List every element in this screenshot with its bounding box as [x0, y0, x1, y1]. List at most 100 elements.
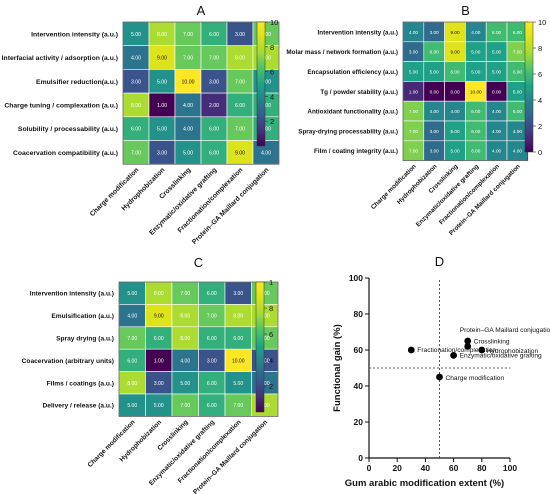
- x-tick-label: 40: [421, 463, 431, 473]
- cell-value-label: 7.00: [180, 291, 190, 297]
- cell-value-label: 6.00: [209, 150, 219, 156]
- cell-value-label: 8.00: [233, 314, 243, 320]
- x-tick-label: 0: [367, 463, 372, 473]
- cell-value-label: 5.00: [430, 70, 440, 75]
- cell-value-label: 4.00: [409, 30, 419, 35]
- cell-value-label: 10.00: [232, 358, 245, 364]
- panel-c: C 5.00 8.00 7.00 6.00 3.00 7.00 Intervention in…: [22, 255, 279, 494]
- cell-value-label: 6.00: [492, 30, 502, 35]
- cell-value-label: 7.00: [209, 56, 219, 62]
- colorbar: [256, 21, 266, 147]
- row-label: Intervention intensity (a.u.): [318, 29, 398, 36]
- cell-value-label: 10.00: [182, 79, 195, 85]
- cell-value-label: 3.00: [207, 358, 217, 364]
- colorbar-tick-label: 10: [538, 18, 546, 27]
- cell-value-label: 4.00: [131, 56, 141, 62]
- cell-value-label: 6.00: [209, 127, 219, 133]
- cell-value-label: 4.00: [260, 381, 270, 387]
- cell-value-label: 5.00: [261, 79, 271, 85]
- cell-value-label: 0.00: [430, 89, 440, 94]
- y-tick-label: 20: [354, 417, 364, 427]
- cell-value-label: 6.00: [471, 129, 481, 134]
- cell-value-label: 8.00: [180, 336, 190, 342]
- cell-value-label: 5.00: [127, 403, 137, 409]
- cell-value-label: 6.00: [513, 109, 523, 114]
- cell-value-label: 6.00: [207, 403, 217, 409]
- x-tick-label: 60: [449, 463, 459, 473]
- x-tick-label: 20: [392, 463, 402, 473]
- scatter-point: [478, 346, 486, 354]
- cell-value-label: 4.00: [430, 109, 440, 114]
- cell-value-label: 3.00: [430, 30, 440, 35]
- panel-b-letter: B: [461, 3, 470, 18]
- cell-value-label: 4.00: [492, 149, 502, 154]
- scatter-point: [450, 352, 457, 359]
- cell-value-label: 5.00: [127, 291, 137, 297]
- column-label: Charge modification: [89, 167, 140, 218]
- row-label: Solubility / processability (a.u.): [18, 126, 118, 133]
- cell-value-label: 8.00: [154, 291, 164, 297]
- cell-value-label: 9.00: [450, 50, 460, 55]
- x-tick-label: 100: [503, 463, 517, 473]
- cell-value-label: 7.00: [261, 32, 271, 38]
- colorbar-tick-label: 2: [270, 117, 274, 126]
- cell-value-label: 6.00: [235, 103, 245, 109]
- scatter-point: [436, 373, 443, 381]
- colorbar-tick-label: 4: [269, 356, 273, 365]
- cell-value-label: 3.00: [260, 358, 270, 364]
- cell-value-label: 9.00: [154, 314, 164, 320]
- cell-value-label: 2.00: [209, 103, 219, 109]
- colorbar-tick-label: 2: [538, 122, 542, 131]
- cell-value-label: 8.00: [157, 32, 167, 38]
- row-label: Tg / powder stability (a.u.): [320, 89, 398, 96]
- cell-value-label: 5.00: [180, 381, 190, 387]
- y-tick-label: 80: [354, 309, 364, 319]
- cell-value-label: 0.00: [450, 89, 460, 94]
- row-label: Coacervation compatibility (a.u.): [13, 150, 118, 157]
- cell-value-label: 10.00: [470, 89, 482, 94]
- colorbar-tick-label: 8: [538, 44, 542, 53]
- point-label: Fractionation/complexation: [417, 347, 496, 354]
- row-label: Interfacial activity / adsorption (a.u.): [2, 55, 118, 62]
- cell-value-label: 3.00: [430, 149, 440, 154]
- cell-value-label: 5.00: [492, 70, 502, 75]
- colorbar-tick-label: 0: [538, 148, 542, 157]
- point-label: Enzymatic/oxidative grafting: [460, 352, 542, 359]
- cell-value-label: 5.00: [492, 50, 502, 55]
- cell-value-label: 7.00: [260, 291, 270, 297]
- row-label: Charge tuning / complexation (a.u.): [4, 102, 118, 109]
- colorbar-tick-label: 2: [269, 382, 273, 391]
- cell-value-label: 7.00: [180, 403, 190, 409]
- cell-value-label: 1.00: [157, 103, 167, 109]
- cell-value-label: 8.00: [260, 314, 270, 320]
- cell-value-label: 6.00: [513, 30, 523, 35]
- panel-b: B 4.00 3.00 9.00 4.00 6.00 6.00 Intervention in…: [286, 3, 546, 237]
- cell-value-label: 5.00: [513, 89, 523, 94]
- cell-value-label: 4.00: [492, 109, 502, 114]
- y-tick-label: 0: [358, 453, 363, 463]
- cell-value-label: 1.00: [409, 89, 419, 94]
- colorbar-tick-label: 8: [270, 43, 274, 52]
- cell-value-label: 9.00: [235, 150, 245, 156]
- cell-value-label: 3.00: [209, 79, 219, 85]
- cell-value-label: 4.00: [261, 150, 271, 156]
- cell-value-label: 3.00: [233, 291, 243, 297]
- cell-value-label: 6.00: [471, 149, 481, 154]
- cell-value-label: 7.00: [183, 32, 193, 38]
- scatter-point: [407, 346, 415, 354]
- cell-value-label: 7.00: [127, 336, 137, 342]
- point-label: Charge modification: [446, 375, 505, 382]
- x-axis-label: Gum arabic modification extent (%): [345, 478, 504, 489]
- cell-value-label: 3.00: [430, 129, 440, 134]
- panel-a-letter: A: [197, 3, 206, 18]
- cell-value-label: 6.00: [131, 127, 141, 133]
- cell-value-label: 4.00: [127, 314, 137, 320]
- cell-value-label: 7.00: [409, 149, 419, 154]
- row-label: Spray drying (a.u.): [56, 336, 114, 343]
- column-label: Charge modification: [87, 419, 137, 469]
- cell-value-label: 6.00: [207, 291, 217, 297]
- point-label: Hydrophobization: [487, 348, 539, 355]
- cell-value-label: 4.00: [471, 30, 481, 35]
- colorbar-tick-label: 10: [270, 18, 278, 27]
